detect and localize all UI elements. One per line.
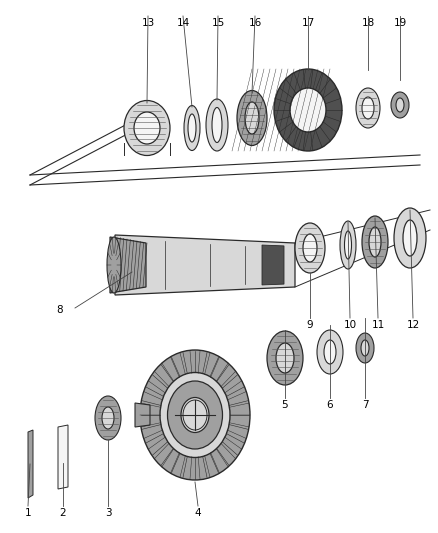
Polygon shape — [58, 425, 68, 489]
Ellipse shape — [160, 373, 230, 457]
Text: 8: 8 — [57, 305, 64, 315]
Ellipse shape — [324, 340, 336, 364]
Text: 7: 7 — [362, 400, 368, 410]
Polygon shape — [110, 237, 146, 293]
Text: 19: 19 — [393, 18, 406, 28]
Ellipse shape — [361, 340, 369, 356]
Ellipse shape — [356, 333, 374, 363]
Ellipse shape — [303, 234, 317, 262]
Ellipse shape — [396, 98, 404, 112]
Ellipse shape — [267, 331, 303, 385]
Polygon shape — [115, 235, 295, 295]
Ellipse shape — [237, 91, 267, 146]
Ellipse shape — [181, 398, 209, 432]
Ellipse shape — [206, 99, 228, 151]
Ellipse shape — [245, 102, 259, 134]
Polygon shape — [262, 245, 284, 285]
Ellipse shape — [295, 223, 325, 273]
Polygon shape — [28, 430, 33, 498]
Ellipse shape — [290, 88, 326, 132]
Ellipse shape — [184, 106, 200, 150]
Polygon shape — [135, 403, 150, 427]
Ellipse shape — [183, 400, 207, 430]
Ellipse shape — [391, 92, 409, 118]
Text: 2: 2 — [60, 508, 66, 518]
Ellipse shape — [394, 208, 426, 268]
Text: 10: 10 — [343, 320, 357, 330]
Ellipse shape — [362, 216, 388, 268]
Text: 11: 11 — [371, 320, 385, 330]
Ellipse shape — [188, 114, 196, 142]
Text: 15: 15 — [212, 18, 225, 28]
Ellipse shape — [369, 227, 381, 257]
Text: 12: 12 — [406, 320, 420, 330]
Ellipse shape — [107, 237, 121, 293]
Ellipse shape — [124, 101, 170, 156]
Text: 4: 4 — [194, 508, 201, 518]
Ellipse shape — [356, 88, 380, 128]
Text: 3: 3 — [105, 508, 111, 518]
Text: 5: 5 — [282, 400, 288, 410]
Ellipse shape — [274, 69, 342, 151]
Ellipse shape — [134, 112, 160, 144]
Ellipse shape — [102, 407, 114, 429]
Ellipse shape — [276, 343, 294, 373]
Ellipse shape — [95, 396, 121, 440]
Ellipse shape — [317, 330, 343, 374]
Text: 17: 17 — [301, 18, 314, 28]
Ellipse shape — [403, 220, 417, 256]
Text: 6: 6 — [327, 400, 333, 410]
Ellipse shape — [212, 108, 222, 142]
Ellipse shape — [362, 97, 374, 119]
Text: 16: 16 — [248, 18, 261, 28]
Ellipse shape — [340, 221, 356, 269]
Text: 18: 18 — [361, 18, 374, 28]
Ellipse shape — [167, 381, 223, 449]
Text: 9: 9 — [307, 320, 313, 330]
Ellipse shape — [140, 350, 250, 480]
Text: 1: 1 — [25, 508, 31, 518]
Text: 13: 13 — [141, 18, 155, 28]
Text: 14: 14 — [177, 18, 190, 28]
Ellipse shape — [345, 231, 352, 259]
